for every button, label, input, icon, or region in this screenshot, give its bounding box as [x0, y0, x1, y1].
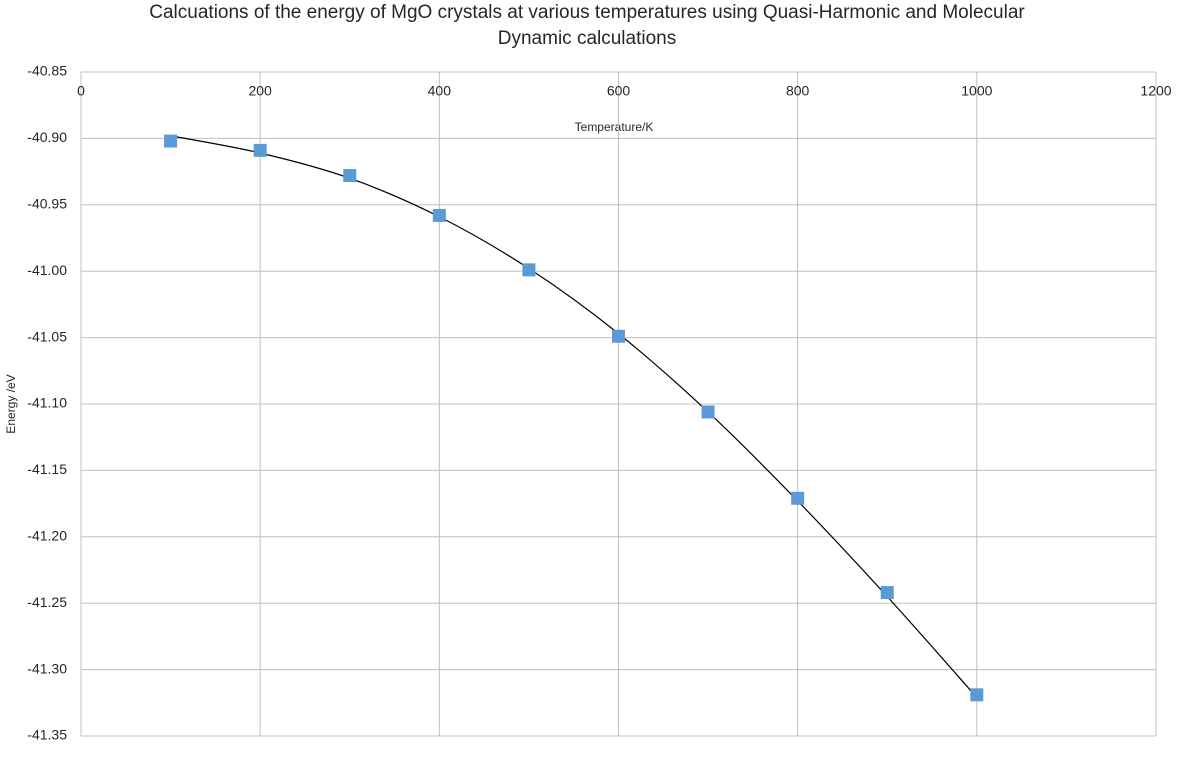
data-point [343, 169, 357, 183]
data-point [253, 143, 267, 157]
chart-title: Calcuations of the energy of MgO crystal… [149, 2, 1025, 23]
data-point [522, 263, 536, 277]
data-point [432, 208, 446, 222]
y-tick-label: -41.15 [27, 461, 67, 477]
y-tick-label: -40.85 [27, 63, 67, 79]
trendline [170, 135, 978, 698]
x-axis-title: Temperature/K [575, 120, 654, 134]
y-tick-label: -41.20 [27, 528, 67, 544]
x-tick-label: 1200 [1140, 83, 1171, 99]
y-tick-label: -41.00 [27, 262, 67, 278]
y-tick-label: -41.30 [27, 660, 67, 676]
y-tick-label: -40.95 [27, 196, 67, 212]
x-tick-label: 400 [428, 83, 452, 99]
data-point [880, 586, 894, 600]
data-point [612, 329, 625, 343]
data-point [701, 405, 715, 419]
x-tick-label: 200 [248, 83, 272, 99]
x-tick-label: 0 [77, 83, 85, 99]
x-tick-label: 800 [786, 83, 810, 99]
data-point [791, 491, 805, 505]
y-tick-label: -41.35 [27, 727, 67, 743]
y-tick-label: -40.90 [27, 129, 67, 145]
y-axis-title: Energy /eV [4, 374, 18, 433]
x-tick-label: 600 [607, 83, 631, 99]
y-tick-label: -41.10 [27, 395, 67, 411]
x-tick-label: 1000 [961, 83, 992, 99]
y-tick-label: -41.25 [27, 594, 67, 610]
y-tick-label: -41.05 [27, 328, 67, 344]
data-point [970, 688, 984, 702]
chart-title: Dynamic calculations [498, 28, 676, 49]
data-point [164, 134, 178, 148]
